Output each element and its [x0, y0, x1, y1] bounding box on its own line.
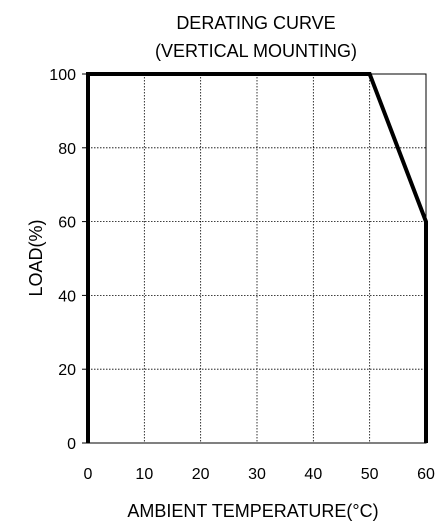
y-tick-label: 20	[58, 362, 76, 379]
y-tick-label: 80	[58, 141, 76, 158]
x-tick-label: 10	[135, 466, 153, 483]
x-tick-label: 0	[84, 466, 93, 483]
y-tick-label: 60	[58, 215, 76, 232]
series-layer	[86, 72, 428, 443]
y-tick-label: 100	[49, 67, 76, 84]
x-tick-label: 60	[417, 466, 435, 483]
x-tick-label: 30	[248, 466, 266, 483]
x-tick-label: 40	[304, 466, 322, 483]
derating-curve-line	[86, 72, 428, 443]
x-tick-label: 50	[361, 466, 379, 483]
axis-ticks: 0 10 20 30 40 50 60 0 20 40 60 80 100	[49, 67, 435, 483]
x-axis-label: AMBIENT TEMPERATURE(°C)	[127, 501, 378, 521]
y-tick-label: 0	[67, 436, 76, 453]
chart-title-line-1: DERATING CURVE	[176, 13, 335, 33]
y-axis-label: LOAD(%)	[26, 219, 46, 296]
grid-lines	[88, 74, 426, 443]
x-tick-label: 20	[192, 466, 210, 483]
y-tick-label: 40	[58, 288, 76, 305]
chart-title-line-2: (VERTICAL MOUNTING)	[155, 41, 357, 61]
